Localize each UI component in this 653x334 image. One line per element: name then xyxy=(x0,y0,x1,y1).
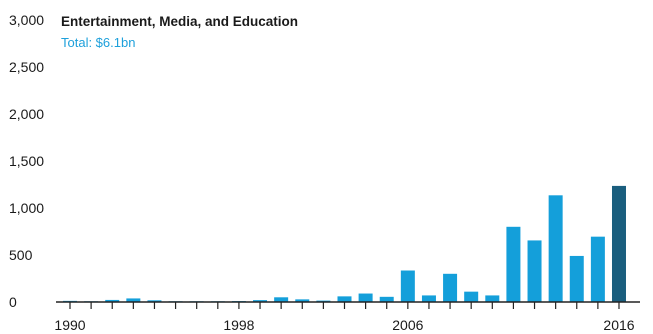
bar-2000 xyxy=(274,297,289,302)
bar-1994 xyxy=(147,300,162,302)
y-tick-label: 2,500 xyxy=(9,59,44,75)
x-axis-tick-labels: 1990 1998 2006 2016 xyxy=(54,317,634,333)
bar-2003 xyxy=(337,296,352,302)
x-tick-label-1998: 1998 xyxy=(223,317,254,333)
bar-2011 xyxy=(506,226,521,302)
bar-2008 xyxy=(443,273,458,302)
bar-2012 xyxy=(527,240,542,302)
x-tick-label-2016: 2016 xyxy=(603,317,634,333)
bar-2015 xyxy=(590,236,605,302)
bar-2014 xyxy=(569,255,584,302)
bar-2010 xyxy=(485,295,500,302)
bar-2007 xyxy=(421,295,436,302)
y-tick-label: 1,000 xyxy=(9,200,44,216)
bar-2001 xyxy=(295,299,310,302)
y-tick-label: 1,500 xyxy=(9,153,44,169)
x-axis-ticks xyxy=(69,302,620,309)
bar-2009 xyxy=(464,291,479,302)
bar-1999 xyxy=(253,300,268,302)
y-tick-label: 0 xyxy=(9,294,17,310)
y-tick-label: 500 xyxy=(9,247,33,263)
x-tick-label-2006: 2006 xyxy=(392,317,423,333)
bar-2005 xyxy=(379,296,394,302)
x-tick-label-1990: 1990 xyxy=(54,317,85,333)
bar-2004 xyxy=(358,293,373,302)
bar-2016 xyxy=(611,185,626,302)
y-axis-tick-labels: 0 500 1,000 1,500 2,000 2,500 3,000 xyxy=(9,12,44,310)
chart-subtitle: Total: $6.1bn xyxy=(61,35,135,50)
bar-1992 xyxy=(105,299,120,302)
bar-1993 xyxy=(126,298,141,302)
bars-group xyxy=(63,185,626,302)
chart-title: Entertainment, Media, and Education xyxy=(61,14,298,29)
y-tick-label: 2,000 xyxy=(9,106,44,122)
bar-2006 xyxy=(400,270,415,302)
bar-2013 xyxy=(548,195,563,302)
y-tick-label: 3,000 xyxy=(9,12,44,28)
